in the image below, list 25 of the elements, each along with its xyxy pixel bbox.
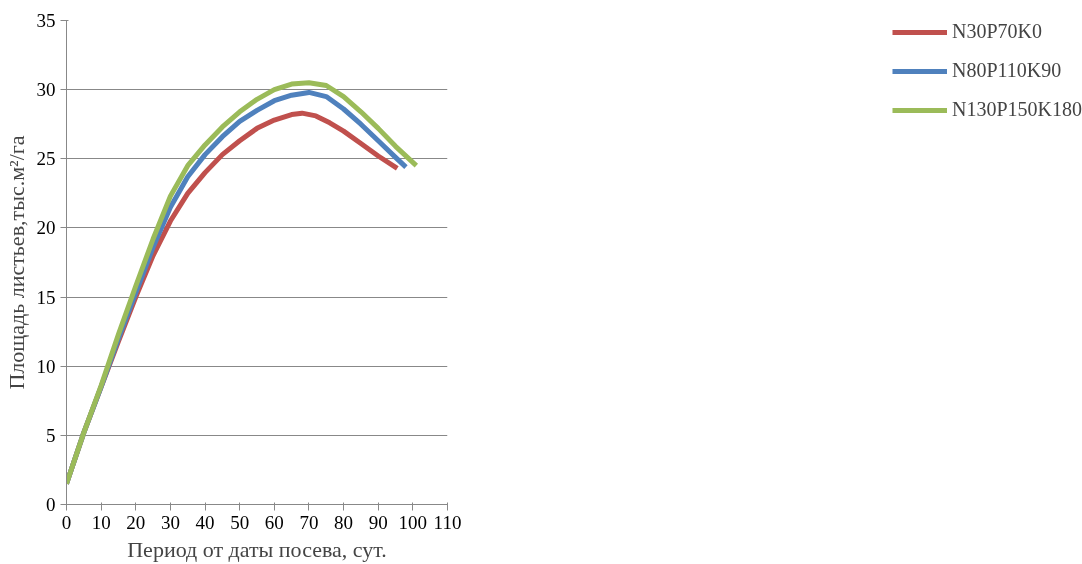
x-axis-title: Период от даты посева, сут. — [127, 536, 387, 562]
y-tick-label: 5 — [46, 424, 56, 446]
x-tick-label: 60 — [264, 511, 284, 533]
x-tick-label: 100 — [398, 511, 428, 533]
x-tick-label: 80 — [334, 511, 354, 533]
x-tick-label: 10 — [91, 511, 111, 533]
y-axis-title: Площадь листьев,тыс.м²/га — [3, 135, 29, 390]
x-tick-label: 90 — [368, 511, 388, 533]
y-tick-label: 25 — [36, 148, 56, 170]
legend-label: N130P150K180 — [951, 98, 1082, 121]
y-tick-label: 30 — [36, 79, 56, 101]
x-tick-label: 110 — [433, 511, 462, 533]
y-tick-label: 10 — [36, 355, 56, 377]
y-tick-label: 0 — [46, 494, 56, 515]
x-tick-label: 30 — [160, 511, 180, 533]
y-tick-label: 20 — [36, 217, 56, 239]
x-tick-label: 70 — [299, 511, 319, 533]
x-tick-label: 50 — [230, 511, 250, 533]
x-tick-label: 40 — [195, 511, 215, 533]
x-tick-label: 20 — [126, 511, 146, 533]
legend-label: N30P70K0 — [951, 20, 1042, 43]
y-tick-label: 35 — [36, 10, 56, 31]
x-tick-label: 0 — [61, 511, 72, 533]
y-tick-label: 15 — [36, 286, 56, 308]
legend-label: N80P110K90 — [951, 59, 1062, 82]
